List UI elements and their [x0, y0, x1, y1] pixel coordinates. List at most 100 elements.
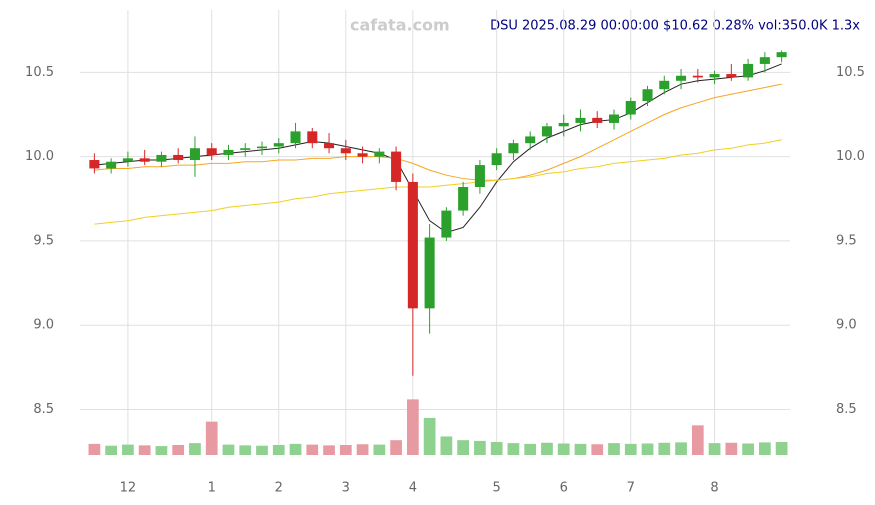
volume-bar — [306, 444, 319, 455]
volume-bar — [272, 444, 285, 455]
candle-body — [424, 237, 435, 309]
volume-bar — [675, 442, 687, 455]
candle-body — [139, 158, 150, 162]
candle-body — [391, 151, 402, 182]
y-tick-label: 9.0 — [33, 318, 54, 333]
x-tick-label: 4 — [409, 481, 417, 496]
chart-title: DSU 2025.08.29 00:00:00 $10.62 0.28% vol… — [490, 19, 860, 34]
candle-body — [726, 74, 737, 78]
x-tick-label: 1 — [208, 481, 216, 496]
candle-body — [676, 75, 687, 81]
volume-bar — [758, 442, 771, 455]
candle-body — [743, 63, 754, 78]
volume-bar — [356, 444, 369, 455]
candle-body — [575, 117, 586, 123]
candle-body — [357, 153, 368, 157]
x-tick-label: 2 — [275, 481, 283, 496]
candle-body — [340, 148, 351, 154]
volume-bar — [189, 443, 201, 455]
volume-bar — [557, 443, 570, 455]
candle-body — [776, 52, 787, 58]
candle-body — [592, 117, 603, 123]
candle-body — [189, 148, 200, 161]
y-tick-label-right: 9.0 — [836, 318, 857, 333]
volume-bar — [339, 444, 352, 455]
candle-body — [240, 148, 251, 150]
volume-bar — [390, 440, 402, 455]
volume-bar — [373, 444, 386, 455]
y-tick-label-right: 10.0 — [836, 149, 865, 164]
candle-body — [709, 74, 720, 78]
candle-body — [89, 160, 100, 169]
moving-average — [94, 83, 782, 181]
candle-body — [324, 143, 335, 149]
candle-body — [223, 149, 234, 155]
candle-body — [256, 146, 268, 149]
volume-bar — [155, 446, 168, 455]
y-tick-label: 10.5 — [25, 65, 54, 80]
candle-body — [508, 143, 519, 154]
candle-body — [474, 165, 485, 187]
volume-bar — [524, 443, 537, 455]
volume-bar — [222, 444, 235, 455]
y-tick-label: 9.5 — [33, 233, 54, 248]
volume-bar — [775, 442, 788, 455]
x-tick-label: 3 — [342, 481, 350, 496]
volume-bar — [205, 421, 218, 455]
candle-body — [458, 186, 469, 211]
candle-body — [541, 126, 552, 137]
volume-bar — [658, 442, 671, 455]
volume-bar — [138, 445, 151, 455]
volume-bar — [641, 443, 654, 455]
candle-body — [759, 57, 770, 64]
volume-bar — [574, 443, 587, 455]
volume-bar — [725, 442, 738, 455]
volume-bar — [624, 443, 637, 455]
volume-bar — [172, 444, 185, 455]
volume-bar — [474, 440, 486, 455]
volume-bar — [708, 443, 721, 455]
volume-bar — [239, 445, 252, 455]
y-tick-label-right: 10.5 — [836, 65, 865, 80]
volume-bar — [541, 442, 553, 455]
candle-body — [558, 122, 569, 127]
y-tick-label: 8.5 — [33, 402, 54, 417]
candle-body — [491, 153, 502, 166]
candle-body — [625, 101, 636, 115]
candle-body — [290, 131, 301, 144]
volume-bar — [105, 445, 118, 455]
candle-body — [441, 210, 452, 238]
volume-bar — [440, 436, 453, 455]
volume-bar — [88, 443, 101, 455]
volume-bar — [323, 445, 335, 455]
moving-average — [94, 139, 782, 225]
x-tick-label: 12 — [120, 481, 137, 496]
x-tick-label: 7 — [627, 481, 635, 496]
candle-body — [525, 136, 536, 144]
volume-bar — [457, 440, 470, 455]
volume-bar — [122, 444, 134, 455]
candle-body — [374, 151, 385, 157]
candle-body — [608, 114, 620, 123]
volume-bar — [406, 399, 419, 455]
candle-body — [273, 143, 284, 147]
volume-bar — [608, 443, 620, 455]
x-tick-label: 8 — [710, 481, 718, 496]
candle-body — [173, 154, 184, 161]
volume-bar — [691, 425, 704, 455]
moving-average — [94, 63, 782, 234]
volume-bar — [507, 443, 520, 455]
volume-bar — [289, 443, 302, 455]
candle-body — [692, 75, 703, 78]
candle-body — [106, 161, 117, 169]
y-tick-label: 10.0 — [25, 149, 54, 164]
volume-bar — [742, 443, 754, 455]
candle-body — [407, 181, 418, 309]
y-tick-label-right: 8.5 — [836, 402, 857, 417]
candle-body — [206, 148, 217, 155]
volume-bar — [490, 442, 503, 455]
y-tick-label-right: 9.5 — [836, 233, 857, 248]
x-tick-label: 6 — [560, 481, 568, 496]
candle-body — [642, 89, 653, 102]
